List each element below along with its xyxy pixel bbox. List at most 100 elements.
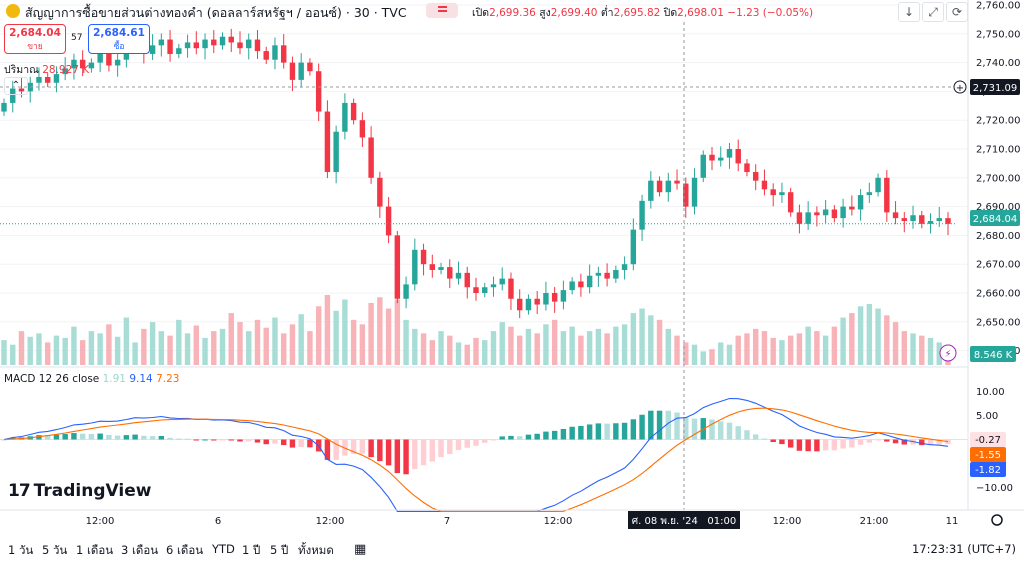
candle xyxy=(184,42,191,49)
macd-hist-bar xyxy=(324,439,331,460)
volume-bar xyxy=(578,335,584,365)
reset-icon[interactable]: ⟳ xyxy=(946,2,968,22)
volume-bar xyxy=(368,302,374,365)
candle xyxy=(919,215,925,224)
sort-down-icon[interactable] xyxy=(426,3,458,18)
plus-circle-icon[interactable] xyxy=(953,80,967,94)
fullscreen-icon[interactable]: ⤢ xyxy=(922,2,944,22)
volume-bar xyxy=(840,317,846,365)
macd-hist-bar xyxy=(202,439,208,441)
macd-hist-bar xyxy=(246,439,252,442)
range-all[interactable]: ทั้งหมด xyxy=(298,543,334,557)
macd-hist-bar xyxy=(394,439,401,474)
buy-button[interactable]: 2,684.61 ซื้อ xyxy=(88,24,150,54)
candle xyxy=(289,62,296,80)
macd-label: MACD 12 26 close xyxy=(4,373,100,385)
y-tick-label: 2,690.00 xyxy=(976,202,1021,213)
time-axis[interactable]: 12:00 6 12:00 7 12:00 12:00 21:00 11 xyxy=(86,516,959,527)
range-ytd[interactable]: YTD xyxy=(212,542,235,556)
clock[interactable]: 17:23:31 (UTC+7) xyxy=(911,542,1016,556)
volume-bar xyxy=(36,333,42,365)
price-axis[interactable]: 2,640.002,650.002,660.002,670.002,680.00… xyxy=(976,1,1021,358)
candle xyxy=(595,272,602,276)
range-1y[interactable]: 1 ปี xyxy=(242,543,261,557)
macd-hist-bar xyxy=(578,426,584,440)
macd-tick-label: 5.00 xyxy=(976,411,998,422)
range-5y[interactable]: 5 ปี xyxy=(270,543,289,557)
candle xyxy=(97,53,103,63)
candle xyxy=(324,111,331,173)
macd-hist-bar xyxy=(1,439,7,441)
volume-bar xyxy=(333,310,339,365)
lightning-icon[interactable] xyxy=(939,344,957,362)
candle xyxy=(551,293,558,302)
candle xyxy=(779,192,785,196)
sell-label: ขาย xyxy=(27,42,43,52)
candle xyxy=(543,293,549,305)
macd-hist-bar xyxy=(796,439,803,451)
candle xyxy=(10,88,16,103)
signal-value: 7.23 xyxy=(156,373,180,385)
low-value: 2,695.82 xyxy=(613,7,661,19)
candle xyxy=(752,172,759,181)
tradingview-logo[interactable]: 17 TradingView xyxy=(8,481,151,501)
volume-bar xyxy=(482,340,488,365)
x-tick-label: 7 xyxy=(444,516,450,527)
macd-value: 9.14 xyxy=(129,373,153,385)
volume-bar xyxy=(62,337,68,365)
volume-bar xyxy=(1,340,7,365)
macd-hist-bar xyxy=(429,439,436,462)
crosshair-time-text: ศ. 08 พ.ย. '24 01:00 xyxy=(632,516,736,527)
candle xyxy=(62,68,68,75)
range-5d[interactable]: 5 วัน xyxy=(42,543,68,557)
macd-hist-bar xyxy=(158,435,165,440)
lightning-glyph: ⚡ xyxy=(944,349,951,360)
volume-bar xyxy=(193,325,200,365)
sell-button[interactable]: 2,684.04 ขาย xyxy=(4,24,66,54)
volume-bar xyxy=(586,331,593,365)
range-3m[interactable]: 3 เดือน xyxy=(121,543,159,557)
x-tick-label: 12:00 xyxy=(544,516,573,527)
candle xyxy=(254,39,261,52)
range-1d[interactable]: 1 วัน xyxy=(8,543,34,557)
candle xyxy=(158,39,165,46)
collapse-legend-button[interactable]: ⌃ xyxy=(4,77,28,95)
candle xyxy=(482,287,488,293)
macd-badge-b-text: -1.55 xyxy=(975,450,1001,461)
macd-hist-bar xyxy=(482,439,488,443)
candle xyxy=(884,177,890,213)
candle xyxy=(945,218,951,224)
date-range-icon[interactable]: ▦ xyxy=(354,542,367,557)
volume-bar xyxy=(936,342,942,365)
macd-hist-bar xyxy=(630,419,637,440)
volume-bar xyxy=(44,342,51,365)
macd-hist-bar xyxy=(735,426,741,440)
symbol-title[interactable]: สัญญาการซื้อขายส่วนต่างทองคำ (ดอลลาร์สหร… xyxy=(25,5,407,20)
candle xyxy=(359,120,366,138)
volume-bar xyxy=(97,333,103,365)
volume-bar xyxy=(866,304,873,365)
candle xyxy=(246,39,252,49)
settings-gear-icon[interactable] xyxy=(991,514,1003,526)
candle xyxy=(621,264,628,270)
arrow-down-icon[interactable]: ↓ xyxy=(898,2,920,22)
volume-bar xyxy=(551,319,558,365)
range-6m[interactable]: 6 เดือน xyxy=(166,543,204,557)
volume-bar xyxy=(307,331,313,365)
macd-hist-bar xyxy=(779,439,785,445)
volume-bar xyxy=(377,297,383,365)
volume-bar xyxy=(822,335,829,365)
macd-hist-bar xyxy=(272,439,278,444)
candle xyxy=(71,59,77,69)
range-1m[interactable]: 1 เดือน xyxy=(76,543,114,557)
candle xyxy=(892,212,899,219)
candle xyxy=(674,180,680,184)
macd-hist-bar xyxy=(770,439,776,443)
candle xyxy=(840,206,846,219)
macd-badge-a-text: -0.27 xyxy=(975,435,1001,446)
candle xyxy=(298,62,304,80)
crosshair-price-text: 2,731.09 xyxy=(973,83,1018,94)
volume-bar xyxy=(106,324,112,365)
volume-bar xyxy=(298,314,304,365)
